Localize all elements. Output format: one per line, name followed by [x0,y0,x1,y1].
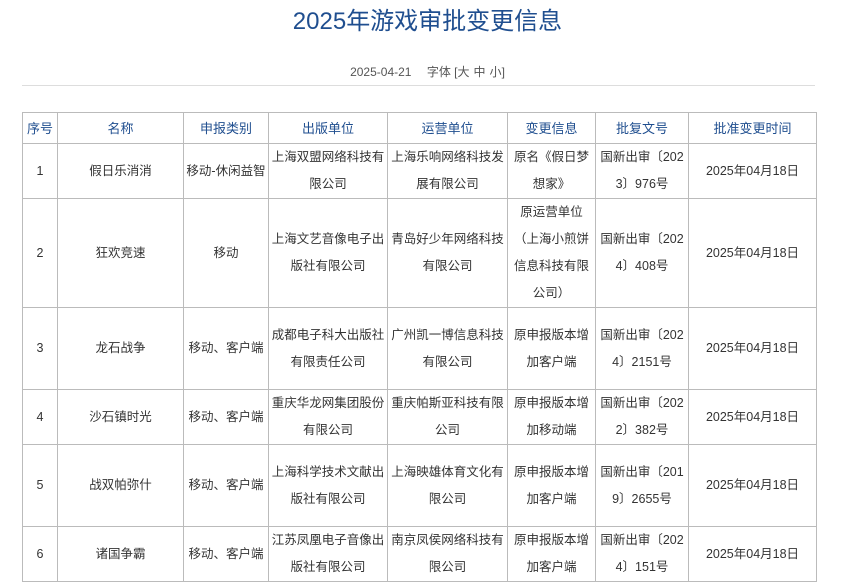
table-row: 2 狂欢竞速 移动 上海文艺音像电子出版社有限公司 青岛好少年网络科技有限公司 原运营单位… [22,198,817,308]
cell-name: 诸国争霸 [57,526,184,582]
cell-index: 4 [22,389,58,445]
cell-operator: 上海乐响网络科技发展有限公司 [387,143,508,199]
cell-change: 原申报版本增加客户端 [507,307,596,390]
header-col-approval-no: 批复文号 [595,112,689,144]
header-col-category: 申报类别 [183,112,269,144]
cell-date: 2025年04月18日 [688,444,817,527]
cell-publisher: 江苏凤凰电子音像出版社有限公司 [268,526,388,582]
publish-date: 2025-04-21 [350,65,412,79]
table-row: 5 战双帕弥什 移动、客户端 上海科学技术文献出版社有限公司 上海映雄体育文化有限公司原… [22,444,817,527]
cell-change: 原运营单位（上海小煎饼信息科技有限公司） [507,198,596,308]
cell-index: 2 [22,198,58,308]
page-title: 2025年游戏审批变更信息 [292,8,563,35]
font-large-link[interactable]: 大 [457,65,470,79]
cell-operator: 青岛好少年网络科技有限公司 [387,198,508,308]
cell-publisher: 上海科学技术文献出版社有限公司 [268,444,388,527]
table-row: 6 诸国争霸 移动、客户端 江苏凤凰电子音像出版社有限公司 南京凤侯网络科技有限公司 原申… [22,526,817,582]
cell-publisher: 成都电子科大出版社有限责任公司 [268,307,388,390]
cell-approval-no: 国新出审〔2024〕408号 [595,198,689,308]
cell-category: 移动、客户端 [183,389,269,445]
cell-index: 1 [22,143,58,199]
cell-name: 沙石镇时光 [57,389,184,445]
cell-operator: 广州凯一博信息科技有限公司 [387,307,508,390]
cell-date: 2025年04月18日 [688,143,817,199]
cell-approval-no: 国新出审〔2023〕976号 [595,143,689,199]
header-col-operator: 运营单位 [387,112,508,144]
table-row: 3 龙石战争 移动、客户端 成都电子科大出版社有限责任公司 广州凯一博信息科技有限公司原… [22,307,817,390]
cell-date: 2025年04月18日 [688,198,817,308]
cell-approval-no: 国新出审〔2024〕2151号 [595,307,689,390]
cell-change: 原名《假日梦想家》 [507,143,596,199]
cell-approval-no: 国新出审〔2022〕382号 [595,389,689,445]
font-label: 字体 [426,65,451,79]
cell-date: 2025年04月18日 [688,389,817,445]
cell-approval-no: 国新出审〔2024〕151号 [595,526,689,582]
cell-category: 移动、客户端 [183,526,269,582]
header-col-index: 序号 [22,112,58,144]
font-medium-link[interactable]: 中 [473,65,486,79]
cell-category: 移动、客户端 [183,444,269,527]
cell-publisher: 重庆华龙网集团股份有限公司 [268,389,388,445]
cell-category: 移动 [183,198,269,308]
cell-index: 3 [22,307,58,390]
cell-change: 原申报版本增加客户端 [507,526,596,582]
cell-date: 2025年04月18日 [688,526,817,582]
cell-approval-no: 国新出审〔2019〕2655号 [595,444,689,527]
table-row: 4 沙石镇时光 移动、客户端 重庆华龙网集团股份有限公司 重庆帕斯亚科技有限公司 原申报版… [22,389,817,445]
bracket: ] [501,65,505,79]
cell-name: 狂欢竞速 [57,198,184,308]
divider [22,85,815,86]
cell-name: 龙石战争 [57,307,184,390]
cell-name: 战双帕弥什 [57,444,184,527]
font-small-link[interactable]: 小 [489,65,502,79]
header-col-date: 批准变更时间 [688,112,817,144]
bracket: [ [454,65,458,79]
cell-category: 移动、客户端 [183,307,269,390]
cell-operator: 重庆帕斯亚科技有限公司 [387,389,508,445]
cell-operator: 上海映雄体育文化有限公司 [387,444,508,527]
header-col-change: 变更信息 [507,112,596,144]
cell-change: 原申报版本增加移动端 [507,389,596,445]
cell-date: 2025年04月18日 [688,307,817,390]
article-meta: 2025-04-21 字体 [大中小] [0,63,855,80]
cell-index: 6 [22,526,58,582]
cell-publisher: 上海文艺音像电子出版社有限公司 [268,198,388,308]
cell-name: 假日乐消消 [57,143,184,199]
approval-table: 序号 名称 申报类别 出版单位 运营单位 变更信息 批复文号 批准变更时间 1 假日乐消消 移动-… [22,112,817,582]
header-col-publisher: 出版单位 [268,112,388,144]
cell-change: 原申报版本增加客户端 [507,444,596,527]
font-size-control: 字体 [大中小] [427,65,505,79]
table-header: 序号 名称 申报类别 出版单位 运营单位 变更信息 批复文号 批准变更时间 [22,112,817,144]
table-row: 1 假日乐消消 移动-休闲益智 上海双盟网络科技有限公司 上海乐响网络科技发展有限公司原… [22,143,817,199]
cell-publisher: 上海双盟网络科技有限公司 [268,143,388,199]
cell-category: 移动-休闲益智 [183,143,269,199]
cell-index: 5 [22,444,58,527]
cell-operator: 南京凤侯网络科技有限公司 [387,526,508,582]
header-col-name: 名称 [57,112,184,144]
